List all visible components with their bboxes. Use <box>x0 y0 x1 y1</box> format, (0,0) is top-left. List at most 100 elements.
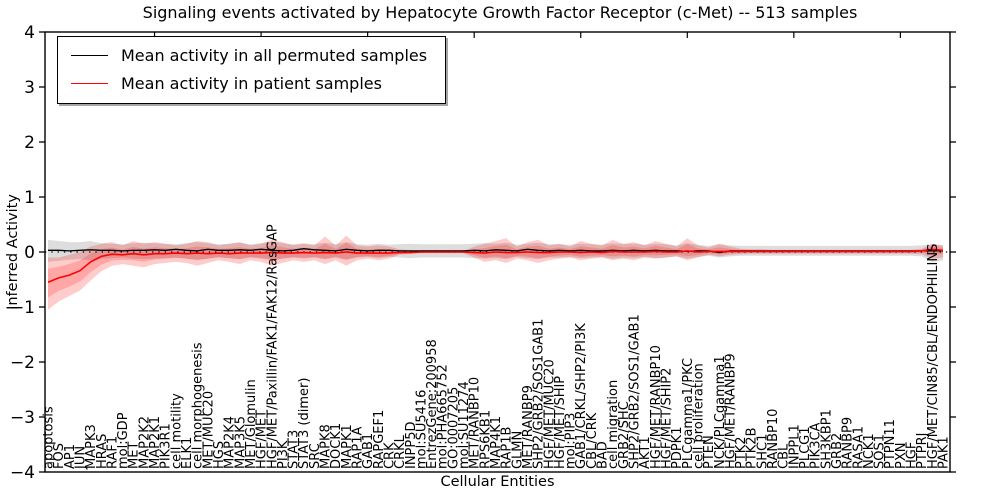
x-category-label: mol:GDP <box>116 412 131 469</box>
band-patient-inner <box>48 242 943 298</box>
x-category-label: mol:PHA665752 <box>436 364 451 469</box>
x-category-label: SHP2/GRB2/SOS1/GAB1 <box>628 314 643 469</box>
x-category-label: PTPRJ <box>915 433 930 470</box>
x-category-label: RAF1 <box>105 436 120 469</box>
x-category-label: MET <box>127 442 142 469</box>
x-category-label: PI3K <box>276 440 291 469</box>
legend: Mean activity in all permuted samples Me… <box>57 36 447 104</box>
x-category-label: RAP1B <box>500 427 515 469</box>
x-category-label: NCK/PLCgamma1 <box>713 355 728 469</box>
y-axis-label: Inferred Activity <box>5 194 21 310</box>
y-tick-label: 1 <box>24 188 35 208</box>
x-category-label: PTK2B <box>745 428 760 470</box>
y-tick-label: 2 <box>24 133 35 153</box>
x-category-label: PXN <box>894 443 909 469</box>
x-category-label: HRAS <box>95 434 110 469</box>
x-category-label: RAPGEF1 <box>372 410 387 469</box>
x-category-label: mol:SU5416 <box>414 390 429 469</box>
x-category-label: RANBP10 <box>766 409 781 469</box>
legend-line-permuted-icon <box>71 55 108 56</box>
legend-line-patient-icon <box>71 83 108 84</box>
x-category-label: PAK1 <box>937 436 952 469</box>
x-category-label: HGS <box>212 441 227 469</box>
x-category-label: GAB1 <box>361 433 376 469</box>
y-tick-label: −3 <box>10 408 35 428</box>
x-category-label: AP1 <box>63 444 78 469</box>
x-category-label: MAP2K1 <box>148 416 163 469</box>
y-tick-label: 4 <box>24 23 35 43</box>
x-category-label: CRKL <box>393 434 408 469</box>
x-category-label: MET/RANBP10 <box>468 377 483 469</box>
x-category-label: MET/RANBP9 <box>521 385 536 469</box>
x-category-label: STAT3 (dimer) <box>297 378 312 469</box>
x-category-label: mol:SU11274 <box>457 381 472 469</box>
x-category-label: cell motility <box>169 393 184 469</box>
x-category-label: INPPL1 <box>787 424 802 469</box>
x-category-label: INPP5D <box>404 421 419 469</box>
x-category-label: NCK1 <box>862 433 877 469</box>
x-category-label: HGF/MET/SHIP <box>553 376 568 469</box>
x-category-label: CRK <box>382 442 397 469</box>
x-category-label: mol:PIP3 <box>564 413 579 469</box>
x-category-label: SOS1 <box>873 434 888 469</box>
x-axis-label: Cellular Entities <box>440 474 555 490</box>
legend-item-permuted: Mean activity in all permuted samples <box>71 46 427 65</box>
x-category-label: RPS6KB1 <box>478 410 493 469</box>
x-category-label: MAP4K1 <box>489 416 504 469</box>
x-category-label: SRC <box>308 443 323 469</box>
x-category-label: CBL/CRK <box>585 412 600 469</box>
x-category-label: HGF/MET/MUC20 <box>542 359 557 469</box>
x-category-label: MAP3K5 <box>233 416 248 469</box>
x-category-label: PTEN <box>702 435 717 469</box>
x-category-label: ELK1 <box>180 437 195 469</box>
y-tick-label: 0 <box>24 243 35 263</box>
x-category-label: STAT3 <box>287 430 302 469</box>
x-category-label: PDPK1 <box>670 427 685 470</box>
x-category-label: GRB2/SHC <box>617 401 632 469</box>
x-category-label: PLCG1 <box>798 426 813 469</box>
x-category-label: MAPK8 <box>319 424 334 469</box>
x-category-label: MAP2K4 <box>223 416 238 469</box>
y-tick-label: −4 <box>10 463 35 483</box>
x-category-label: HGF/MET/Paxillin/FAK1/FAK12/RasGAP <box>265 224 280 469</box>
x-category-label: MAP2K2 <box>137 416 152 469</box>
x-category-label: GRB2 <box>830 433 845 469</box>
x-category-label: DOCK1 <box>329 423 344 469</box>
x-category-label: FOS <box>52 443 67 469</box>
series-line-patient <box>47 248 944 284</box>
x-category-label: PTPN11 <box>883 419 898 469</box>
band-permuted <box>48 239 943 262</box>
x-category-label: RANBP9 <box>841 417 856 469</box>
x-category-label: PIK3R1 <box>159 423 174 469</box>
legend-label-permuted: Mean activity in all permuted samples <box>121 46 428 65</box>
legend-item-patient: Mean activity in patient samples <box>71 74 427 93</box>
x-category-label: MET/MUC20 <box>201 391 216 469</box>
y-tick-label: −2 <box>10 353 35 373</box>
x-category-label: HGF/MET/CIN85/CBL/ENDOPHILINS <box>926 244 941 469</box>
x-category-label: GO:0007205 <box>446 387 461 469</box>
x-category-label: JUN <box>73 446 88 470</box>
x-category-label: HGF/MET/RANBP10 <box>649 345 664 469</box>
x-category-label: MAPK3 <box>84 424 99 469</box>
x-category-label: cell morphogenesis <box>191 342 206 469</box>
x-category-label: SHP2/GRB2/SOS1GAB1 <box>532 319 547 469</box>
legend-label-patient: Mean activity in patient samples <box>121 74 382 93</box>
x-category-label: HGF/MET/SHIP2 <box>659 368 674 469</box>
x-category-label: EntrezGene:200958 <box>425 339 440 469</box>
x-category-label: PLCgamma1/PKC <box>681 358 696 469</box>
x-category-label: PIK3CA <box>809 422 824 469</box>
band-patient-outer <box>48 235 943 310</box>
x-category-label: cell proliferation <box>691 363 706 469</box>
x-category-label: RAP1A <box>350 426 365 469</box>
x-category-label: RASA1 <box>851 426 866 469</box>
x-category-label: PTK2 <box>734 436 749 469</box>
x-category-label: GLMN <box>510 431 525 469</box>
x-category-label: HGF/MET <box>255 410 270 469</box>
y-tick-label: 3 <box>24 78 35 98</box>
x-category-label: cell migration <box>606 380 621 469</box>
x-category-label: SH3KBP1 <box>819 409 834 469</box>
x-category-label: BAD <box>596 441 611 469</box>
chart-title: Signaling events activated by Hepatocyte… <box>142 3 858 22</box>
